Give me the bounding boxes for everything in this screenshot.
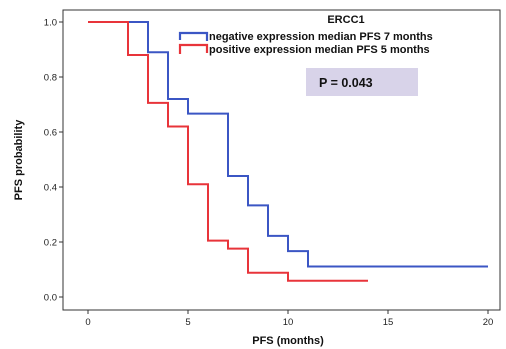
y-tick-label: 0.6 (44, 128, 57, 139)
legend: ERCC1 negative expression median PFS 7 m… (178, 14, 433, 56)
y-tick-label: 0.8 (44, 73, 57, 84)
p-value-text: P = 0.043 (319, 76, 373, 90)
y-tick-label: 1.0 (44, 18, 57, 29)
y-tick-label: 0.0 (44, 293, 57, 304)
legend-swatch-negative (178, 31, 209, 41)
legend-label-positive: positive expression median PFS 5 months (209, 44, 430, 56)
legend-swatch-positive (178, 43, 209, 54)
series-layer (88, 21, 488, 282)
legend-label-negative: negative expression median PFS 7 months (209, 31, 433, 43)
y-tick-label: 0.2 (44, 238, 57, 249)
axes-layer: 0 5 10 15 20 0.0 0.2 0.4 0.6 0.8 1.0 (44, 18, 494, 329)
series-line-positive (88, 21, 368, 282)
x-axis-title: PFS (months) (252, 335, 324, 347)
x-tick-label: 5 (185, 317, 190, 328)
x-tick-label: 20 (483, 317, 494, 328)
series-line-negative (88, 21, 488, 268)
p-value-box: P = 0.043 (306, 68, 418, 96)
y-axis-title: PFS probability (13, 119, 25, 201)
x-tick-label: 15 (383, 317, 394, 328)
y-tick-label: 0.4 (44, 183, 57, 194)
x-tick-label: 0 (85, 317, 90, 328)
p-value-background (306, 68, 418, 96)
legend-title: ERCC1 (327, 14, 364, 26)
plot-area (62, 9, 501, 311)
x-tick-label: 10 (283, 317, 294, 328)
